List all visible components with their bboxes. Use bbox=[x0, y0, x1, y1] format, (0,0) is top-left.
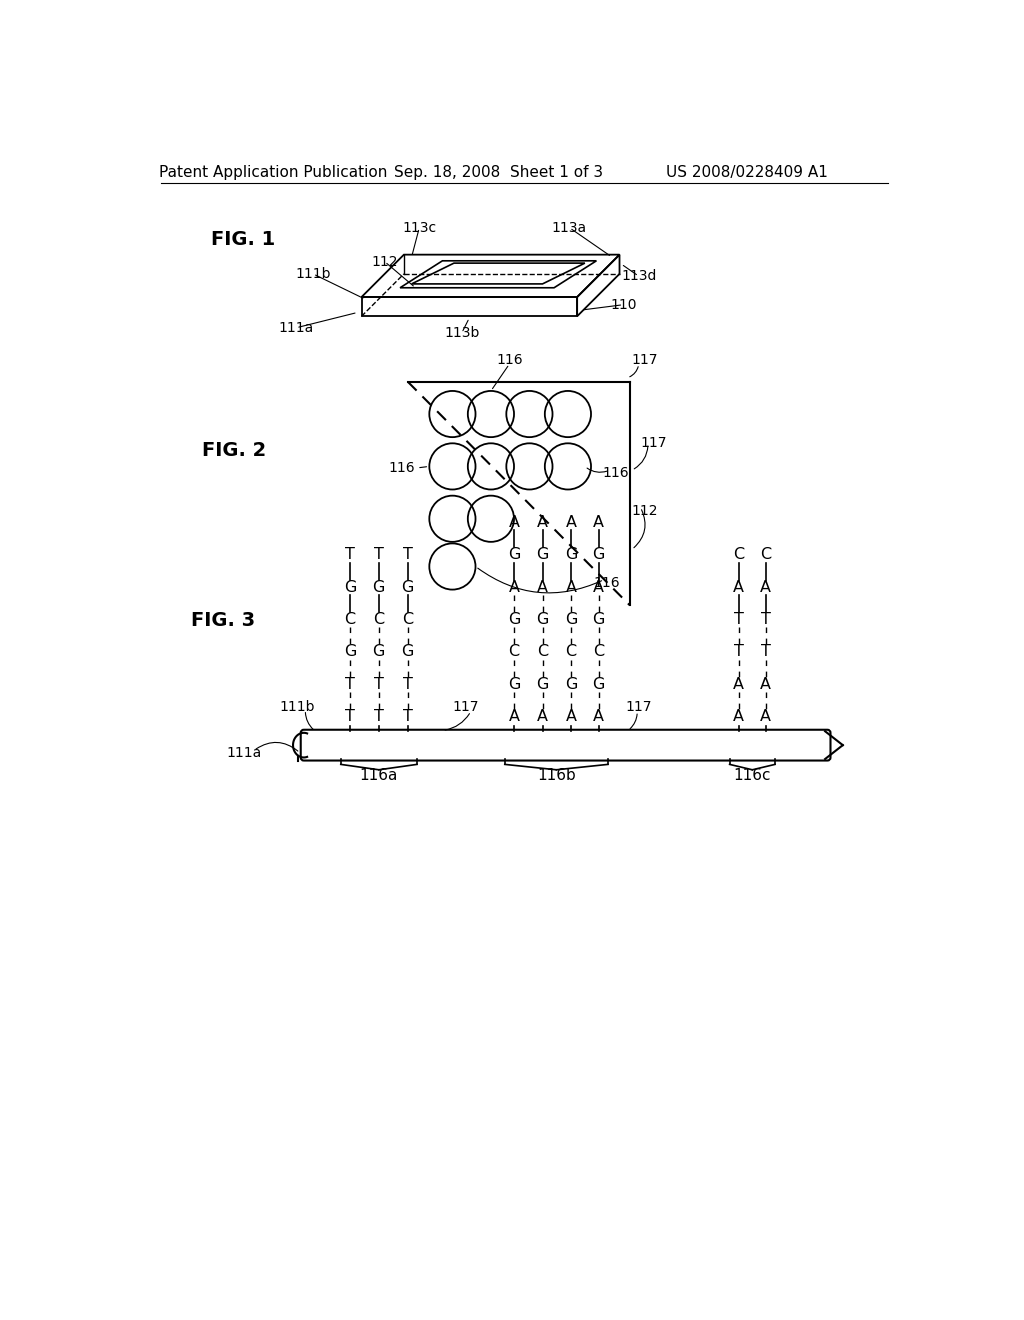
Text: A: A bbox=[565, 579, 577, 595]
Text: A: A bbox=[537, 515, 548, 531]
Text: 117: 117 bbox=[632, 354, 658, 367]
Text: 111b: 111b bbox=[295, 267, 331, 281]
Text: A: A bbox=[565, 709, 577, 725]
Text: G: G bbox=[508, 677, 520, 692]
Text: 116: 116 bbox=[602, 466, 629, 479]
Text: Patent Application Publication: Patent Application Publication bbox=[159, 165, 387, 180]
Text: G: G bbox=[344, 579, 356, 595]
Text: T: T bbox=[345, 548, 355, 562]
Text: C: C bbox=[402, 612, 414, 627]
Text: T: T bbox=[374, 677, 383, 692]
Text: Sep. 18, 2008  Sheet 1 of 3: Sep. 18, 2008 Sheet 1 of 3 bbox=[394, 165, 603, 180]
Text: G: G bbox=[565, 612, 578, 627]
Text: C: C bbox=[593, 644, 604, 660]
Text: A: A bbox=[733, 579, 744, 595]
Text: A: A bbox=[760, 677, 771, 692]
Text: 117: 117 bbox=[453, 701, 479, 714]
Text: 116: 116 bbox=[496, 354, 522, 367]
Text: 110: 110 bbox=[610, 298, 637, 312]
Text: G: G bbox=[373, 644, 385, 660]
Text: C: C bbox=[537, 644, 548, 660]
Text: 116a: 116a bbox=[359, 768, 397, 784]
Text: T: T bbox=[374, 548, 383, 562]
Text: 113d: 113d bbox=[622, 269, 656, 284]
Text: G: G bbox=[508, 548, 520, 562]
Text: G: G bbox=[344, 644, 356, 660]
Text: G: G bbox=[565, 548, 578, 562]
Text: G: G bbox=[537, 548, 549, 562]
Text: T: T bbox=[402, 709, 413, 725]
Text: G: G bbox=[401, 579, 414, 595]
Text: A: A bbox=[509, 579, 519, 595]
Text: US 2008/0228409 A1: US 2008/0228409 A1 bbox=[666, 165, 827, 180]
Text: T: T bbox=[734, 644, 743, 660]
Text: A: A bbox=[537, 709, 548, 725]
Text: 111a: 111a bbox=[227, 746, 262, 760]
Text: G: G bbox=[537, 677, 549, 692]
Text: A: A bbox=[760, 579, 771, 595]
Text: C: C bbox=[373, 612, 384, 627]
Text: 112: 112 bbox=[372, 255, 398, 268]
Text: T: T bbox=[761, 644, 771, 660]
Text: G: G bbox=[593, 612, 605, 627]
Text: A: A bbox=[733, 677, 744, 692]
Text: T: T bbox=[374, 709, 383, 725]
Text: G: G bbox=[537, 612, 549, 627]
Text: G: G bbox=[565, 677, 578, 692]
Text: A: A bbox=[733, 709, 744, 725]
Text: 112: 112 bbox=[632, 504, 658, 517]
Text: 113a: 113a bbox=[552, 220, 587, 235]
Text: A: A bbox=[593, 709, 604, 725]
Text: A: A bbox=[537, 579, 548, 595]
Text: G: G bbox=[593, 677, 605, 692]
Text: A: A bbox=[565, 515, 577, 531]
Text: G: G bbox=[401, 644, 414, 660]
Text: 117: 117 bbox=[626, 701, 652, 714]
Text: C: C bbox=[565, 644, 577, 660]
Text: 113b: 113b bbox=[444, 326, 479, 341]
Text: G: G bbox=[373, 579, 385, 595]
Text: C: C bbox=[344, 612, 355, 627]
Text: 117: 117 bbox=[641, 437, 668, 450]
Text: 113c: 113c bbox=[402, 220, 436, 235]
Text: T: T bbox=[734, 612, 743, 627]
Text: C: C bbox=[760, 548, 771, 562]
Text: T: T bbox=[345, 677, 355, 692]
Text: C: C bbox=[509, 644, 519, 660]
Text: T: T bbox=[402, 548, 413, 562]
Text: 116c: 116c bbox=[733, 768, 771, 784]
Text: A: A bbox=[509, 709, 519, 725]
Text: C: C bbox=[733, 548, 744, 562]
Text: FIG. 1: FIG. 1 bbox=[211, 230, 275, 248]
Text: 116: 116 bbox=[593, 577, 620, 590]
Text: 116: 116 bbox=[388, 461, 415, 475]
Text: 116b: 116b bbox=[537, 768, 575, 784]
Text: 111b: 111b bbox=[280, 700, 315, 714]
Text: 111a: 111a bbox=[279, 321, 313, 335]
Text: A: A bbox=[760, 709, 771, 725]
Text: FIG. 3: FIG. 3 bbox=[190, 611, 255, 630]
Text: T: T bbox=[761, 612, 771, 627]
Text: A: A bbox=[593, 579, 604, 595]
Text: FIG. 2: FIG. 2 bbox=[202, 441, 266, 461]
Text: T: T bbox=[345, 709, 355, 725]
Text: G: G bbox=[508, 612, 520, 627]
Text: G: G bbox=[593, 548, 605, 562]
Text: A: A bbox=[509, 515, 519, 531]
Text: T: T bbox=[402, 677, 413, 692]
Text: A: A bbox=[593, 515, 604, 531]
